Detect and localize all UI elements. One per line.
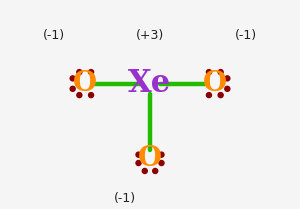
Text: O: O <box>203 70 227 97</box>
Circle shape <box>153 168 158 173</box>
Circle shape <box>70 76 75 81</box>
Circle shape <box>77 70 82 75</box>
Circle shape <box>77 93 82 98</box>
Circle shape <box>159 152 164 157</box>
Circle shape <box>136 152 141 157</box>
Circle shape <box>88 93 94 98</box>
Circle shape <box>142 168 147 173</box>
Text: Xe: Xe <box>128 68 172 99</box>
Text: (-1): (-1) <box>114 192 136 205</box>
Circle shape <box>225 76 230 81</box>
Text: O: O <box>73 70 97 97</box>
Circle shape <box>159 161 164 166</box>
Circle shape <box>218 93 223 98</box>
Text: (-1): (-1) <box>235 29 257 42</box>
Text: O: O <box>138 145 162 172</box>
Circle shape <box>206 93 211 98</box>
Circle shape <box>136 161 141 166</box>
Text: (-1): (-1) <box>43 29 65 42</box>
Circle shape <box>225 86 230 91</box>
Text: (+3): (+3) <box>136 29 164 42</box>
Circle shape <box>218 70 223 75</box>
Circle shape <box>88 70 94 75</box>
Circle shape <box>70 86 75 91</box>
Circle shape <box>206 70 211 75</box>
